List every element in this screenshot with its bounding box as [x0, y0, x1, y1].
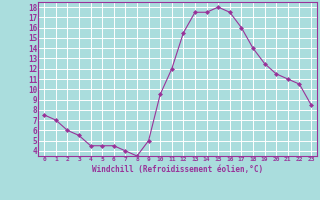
- X-axis label: Windchill (Refroidissement éolien,°C): Windchill (Refroidissement éolien,°C): [92, 165, 263, 174]
